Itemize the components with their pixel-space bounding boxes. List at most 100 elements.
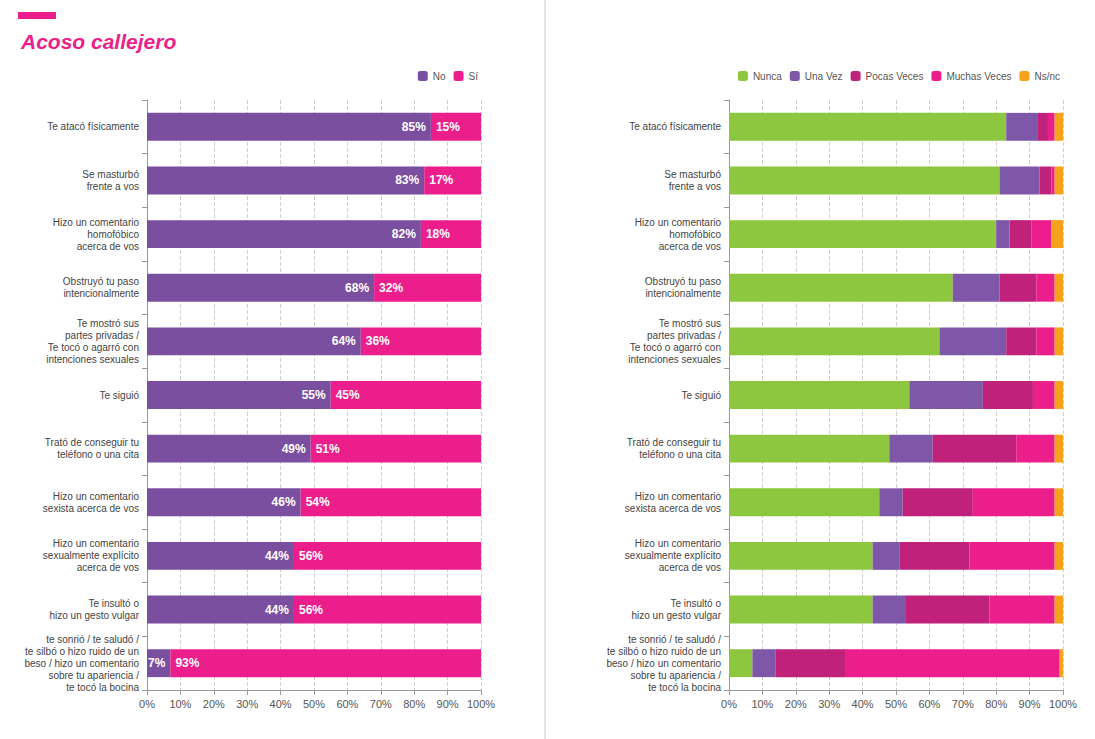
svg-text:homofóbico: homofóbico <box>669 229 721 240</box>
svg-text:Nunca: Nunca <box>753 71 782 82</box>
svg-text:83%: 83% <box>395 173 419 187</box>
svg-text:20%: 20% <box>203 698 225 710</box>
svg-text:Te siguió: Te siguió <box>100 390 140 401</box>
svg-text:10%: 10% <box>751 698 773 710</box>
svg-text:0%: 0% <box>139 698 155 710</box>
svg-text:Hizo un comentario: Hizo un comentario <box>635 491 722 502</box>
svg-text:acerca de vos: acerca de vos <box>77 241 139 252</box>
svg-text:teléfono o una cita: teléfono o una cita <box>57 449 139 460</box>
svg-text:49%: 49% <box>282 442 306 456</box>
svg-text:Trató de conseguir tu: Trató de conseguir tu <box>45 437 139 448</box>
svg-text:hizo un gesto vulgar: hizo un gesto vulgar <box>631 610 721 621</box>
svg-text:Sí: Sí <box>469 71 479 82</box>
svg-text:te tocó la bocina: te tocó la bocina <box>648 682 721 693</box>
svg-text:56%: 56% <box>299 603 323 617</box>
svg-text:Te tocó o agarró con: Te tocó o agarró con <box>48 342 139 353</box>
svg-text:sexista acerca de vos: sexista acerca de vos <box>43 503 139 514</box>
svg-text:intenciones sexuales: intenciones sexuales <box>46 354 139 365</box>
svg-text:frente a vos: frente a vos <box>87 181 139 192</box>
svg-text:Te atacó físicamente: Te atacó físicamente <box>629 121 721 132</box>
svg-text:Obstruyó tu paso: Obstruyó tu paso <box>645 276 722 287</box>
svg-text:30%: 30% <box>236 698 258 710</box>
svg-text:Hizo un comentario: Hizo un comentario <box>53 491 140 502</box>
svg-text:85%: 85% <box>402 120 426 134</box>
svg-text:7%: 7% <box>148 656 166 670</box>
svg-text:45%: 45% <box>336 388 360 402</box>
svg-text:acerca de vos: acerca de vos <box>659 562 721 573</box>
svg-text:82%: 82% <box>392 227 416 241</box>
svg-text:15%: 15% <box>436 120 460 134</box>
svg-text:36%: 36% <box>366 334 390 348</box>
svg-text:54%: 54% <box>306 495 330 509</box>
svg-text:55%: 55% <box>302 388 326 402</box>
svg-text:acerca de vos: acerca de vos <box>77 562 139 573</box>
svg-text:Te insultó o: Te insultó o <box>670 598 721 609</box>
svg-text:80%: 80% <box>985 698 1007 710</box>
svg-text:68%: 68% <box>345 281 369 295</box>
svg-text:homofóbico: homofóbico <box>87 229 139 240</box>
svg-text:100%: 100% <box>467 698 495 710</box>
svg-text:beso / hizo un comentario: beso / hizo un comentario <box>606 658 721 669</box>
svg-text:Acoso callejero: Acoso callejero <box>20 30 176 53</box>
svg-text:70%: 70% <box>952 698 974 710</box>
svg-text:40%: 40% <box>270 698 292 710</box>
svg-text:intencionalmente: intencionalmente <box>63 288 139 299</box>
svg-text:20%: 20% <box>785 698 807 710</box>
svg-text:44%: 44% <box>265 549 289 563</box>
svg-text:beso / hizo un comentario: beso / hizo un comentario <box>24 658 139 669</box>
svg-text:Te siguió: Te siguió <box>682 390 722 401</box>
svg-text:Te mostró sus: Te mostró sus <box>659 318 721 329</box>
svg-text:sexualmente explícito: sexualmente explícito <box>625 550 722 561</box>
svg-text:Trató de conseguir tu: Trató de conseguir tu <box>627 437 721 448</box>
svg-text:Muchas Veces: Muchas Veces <box>946 71 1011 82</box>
svg-text:intenciones sexuales: intenciones sexuales <box>628 354 721 365</box>
svg-text:32%: 32% <box>379 281 403 295</box>
svg-text:60%: 60% <box>336 698 358 710</box>
svg-text:te sonrió / te saludó /: te sonrió / te saludó / <box>46 634 139 645</box>
svg-text:40%: 40% <box>852 698 874 710</box>
svg-text:30%: 30% <box>818 698 840 710</box>
svg-text:sexualmente explícito: sexualmente explícito <box>43 550 140 561</box>
svg-text:93%: 93% <box>175 656 199 670</box>
svg-text:17%: 17% <box>429 173 453 187</box>
svg-text:46%: 46% <box>272 495 296 509</box>
svg-text:80%: 80% <box>403 698 425 710</box>
svg-text:Ns/nc: Ns/nc <box>1034 71 1060 82</box>
svg-text:teléfono o una cita: teléfono o una cita <box>639 449 721 460</box>
svg-text:te silbó o hizo ruido de un: te silbó o hizo ruido de un <box>607 646 721 657</box>
svg-text:sexista acerca de vos: sexista acerca de vos <box>625 503 721 514</box>
svg-text:te tocó la bocina: te tocó la bocina <box>66 682 139 693</box>
svg-text:50%: 50% <box>303 698 325 710</box>
svg-text:Hizo un comentario: Hizo un comentario <box>53 217 140 228</box>
svg-text:Te mostró sus: Te mostró sus <box>77 318 139 329</box>
svg-text:Te tocó o agarró con: Te tocó o agarró con <box>630 342 721 353</box>
svg-text:sobre tu apariencia /: sobre tu apariencia / <box>48 670 139 681</box>
svg-text:Hizo un comentario: Hizo un comentario <box>635 217 722 228</box>
svg-text:acerca de vos: acerca de vos <box>659 241 721 252</box>
svg-text:64%: 64% <box>332 334 356 348</box>
svg-text:te silbó o hizo ruido de un: te silbó o hizo ruido de un <box>25 646 139 657</box>
svg-text:44%: 44% <box>265 603 289 617</box>
svg-text:Hizo un comentario: Hizo un comentario <box>53 538 140 549</box>
svg-text:Te insultó o: Te insultó o <box>88 598 139 609</box>
svg-text:56%: 56% <box>299 549 323 563</box>
svg-text:partes privadas /: partes privadas / <box>647 330 721 341</box>
svg-text:frente a vos: frente a vos <box>669 181 721 192</box>
svg-text:Una Vez: Una Vez <box>805 71 843 82</box>
svg-text:60%: 60% <box>918 698 940 710</box>
svg-text:Se masturbó: Se masturbó <box>82 169 139 180</box>
svg-text:Se masturbó: Se masturbó <box>664 169 721 180</box>
svg-text:100%: 100% <box>1049 698 1077 710</box>
svg-text:Hizo un comentario: Hizo un comentario <box>635 538 722 549</box>
svg-text:70%: 70% <box>370 698 392 710</box>
svg-text:Obstruyó tu paso: Obstruyó tu paso <box>63 276 140 287</box>
svg-text:partes privadas /: partes privadas / <box>65 330 139 341</box>
svg-text:51%: 51% <box>316 442 340 456</box>
svg-text:Te atacó físicamente: Te atacó físicamente <box>47 121 139 132</box>
svg-text:hizo un gesto vulgar: hizo un gesto vulgar <box>49 610 139 621</box>
svg-text:Pocas Veces: Pocas Veces <box>866 71 924 82</box>
svg-text:50%: 50% <box>885 698 907 710</box>
svg-text:0%: 0% <box>721 698 737 710</box>
svg-text:te sonrió / te saludó /: te sonrió / te saludó / <box>628 634 721 645</box>
svg-text:sobre tu apariencia /: sobre tu apariencia / <box>630 670 721 681</box>
